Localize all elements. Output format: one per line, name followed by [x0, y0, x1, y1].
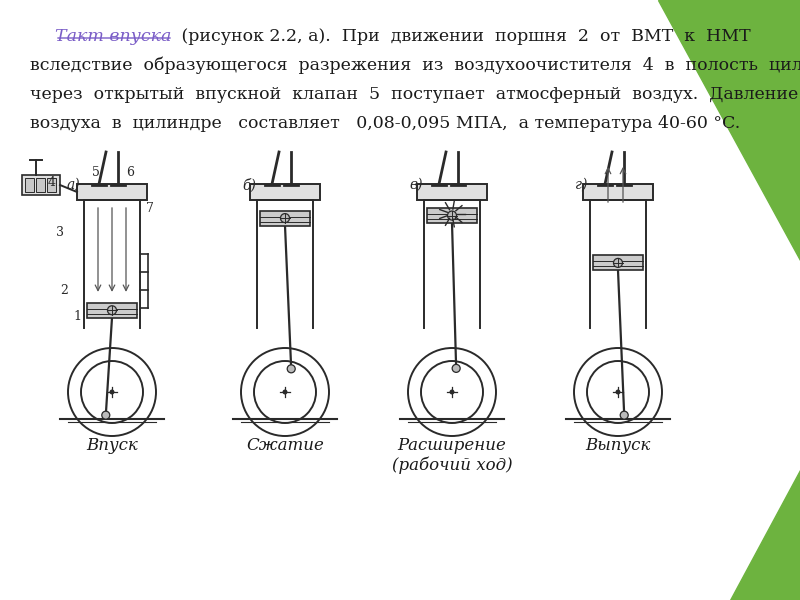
- Circle shape: [110, 389, 114, 395]
- Text: 4: 4: [48, 175, 56, 188]
- Bar: [25, 178, 34, 192]
- Text: Такт впуска: Такт впуска: [55, 28, 171, 45]
- Polygon shape: [658, 0, 800, 260]
- Bar: [250, 184, 320, 200]
- Text: (рисунок 2.2, а).  При  движении  поршня  2  от  ВМТ  к  НМТ: (рисунок 2.2, а). При движении поршня 2 …: [176, 28, 750, 45]
- Text: Впуск: Впуск: [86, 437, 138, 454]
- Circle shape: [452, 364, 460, 373]
- Circle shape: [615, 389, 621, 395]
- Text: воздуха  в  цилиндре   составляет   0,08-0,095 МПА,  а температура 40-60 °C.: воздуха в цилиндре составляет 0,08-0,095…: [30, 115, 740, 132]
- Bar: [77, 184, 147, 200]
- Bar: [36, 178, 45, 192]
- Text: а): а): [67, 178, 81, 192]
- Text: 5: 5: [92, 166, 100, 179]
- Text: Расширение
(рабочий ход): Расширение (рабочий ход): [392, 437, 512, 474]
- Text: 1: 1: [73, 311, 81, 323]
- Bar: [260, 211, 310, 226]
- Bar: [417, 184, 487, 200]
- Polygon shape: [730, 470, 800, 600]
- Text: 2: 2: [60, 283, 68, 296]
- Text: Выпуск: Выпуск: [586, 437, 650, 454]
- Circle shape: [281, 214, 290, 223]
- Bar: [22, 175, 60, 195]
- Bar: [87, 303, 137, 318]
- Text: Сжатие: Сжатие: [246, 437, 324, 454]
- Circle shape: [107, 306, 117, 315]
- Circle shape: [450, 389, 454, 395]
- Circle shape: [447, 211, 457, 220]
- Circle shape: [282, 389, 287, 395]
- Bar: [427, 208, 477, 223]
- Text: 7: 7: [146, 202, 154, 214]
- Circle shape: [102, 411, 110, 419]
- Bar: [593, 256, 643, 271]
- Text: вследствие  образующегося  разрежения  из  воздухоочистителя  4  в  полость  цил: вследствие образующегося разрежения из в…: [30, 57, 800, 74]
- Circle shape: [620, 411, 628, 419]
- Text: 6: 6: [126, 166, 134, 179]
- Text: 3: 3: [56, 226, 64, 238]
- Text: через  открытый  впускной  клапан  5  поступает  атмосферный  воздух.  Давление: через открытый впускной клапан 5 поступа…: [30, 86, 798, 103]
- Text: б): б): [242, 178, 256, 193]
- Bar: [583, 184, 653, 200]
- Text: г): г): [575, 178, 587, 192]
- Bar: [47, 178, 56, 192]
- Circle shape: [614, 259, 622, 268]
- Circle shape: [287, 365, 295, 373]
- Text: в): в): [409, 178, 422, 192]
